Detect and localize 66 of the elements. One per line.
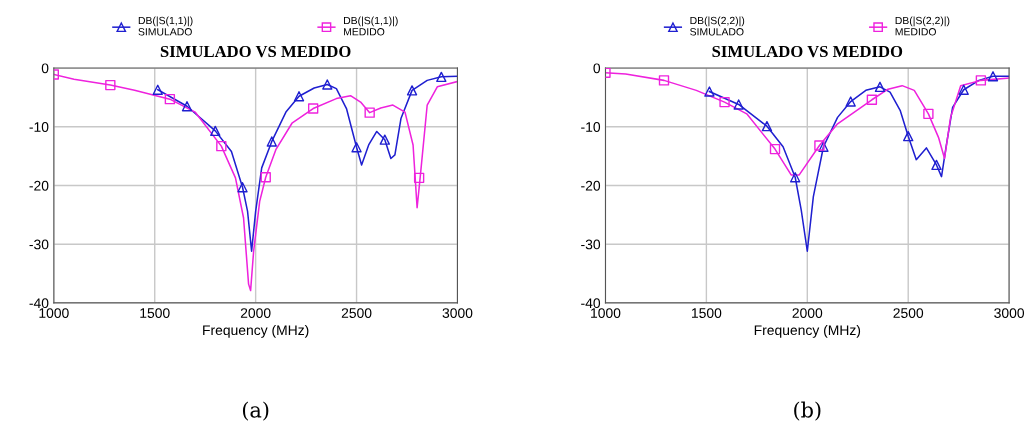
- chart-title: SIMULADO VS MEDIDO: [160, 45, 351, 58]
- point: [152, 84, 163, 95]
- point: [958, 84, 969, 95]
- point: [413, 172, 425, 184]
- point: [266, 136, 277, 147]
- point: [216, 140, 227, 152]
- point: [105, 79, 116, 91]
- point: [874, 81, 886, 93]
- y-tick-label: -20: [29, 180, 49, 191]
- y-tick-label: -30: [581, 239, 601, 250]
- x-tick-label: 2000: [792, 308, 823, 318]
- point: [436, 71, 447, 83]
- point: [181, 101, 193, 112]
- point: [379, 134, 391, 145]
- point: [733, 99, 744, 110]
- point: [866, 94, 878, 105]
- legend-label: DB(|S(1,1)|) MEDIDO: [344, 16, 398, 36]
- x-tick-label: 1500: [692, 308, 722, 318]
- point: [704, 86, 715, 97]
- x-tick-label: 2500: [341, 308, 372, 318]
- point: [789, 172, 801, 183]
- point: [719, 96, 730, 108]
- chart-title: SIMULADO VS MEDIDO: [712, 45, 903, 58]
- x-tick-label: 3000: [994, 308, 1025, 318]
- legend-label: DB(|S(2,2)|) SIMULADO: [690, 16, 745, 36]
- text: (b): [794, 401, 821, 421]
- point: [322, 79, 333, 90]
- point: [237, 182, 248, 193]
- legend-label: DB(|S(1,1)|) SIMULADO: [138, 16, 193, 36]
- y-tick-label: 0: [41, 63, 49, 74]
- point: [903, 130, 914, 142]
- legend-label: DB(|S(2,2)|) MEDIDO: [895, 16, 950, 36]
- point: [406, 85, 418, 96]
- x-axis-title: Frequency (MHz): [203, 324, 309, 338]
- point: [987, 71, 999, 82]
- x-tick-label: 1000: [39, 308, 69, 318]
- y-tick-label: -20: [581, 180, 601, 191]
- point: [351, 142, 362, 153]
- point: [364, 107, 375, 118]
- y-tick-label: -10: [581, 122, 601, 132]
- x-tick-label: 1500: [140, 308, 170, 318]
- point: [293, 91, 305, 102]
- y-tick-label: -10: [29, 122, 49, 132]
- point: [210, 125, 221, 137]
- point: [164, 93, 176, 105]
- text: (a): [242, 401, 269, 421]
- point: [769, 143, 781, 155]
- x-tick-label: 3000: [442, 308, 473, 318]
- point: [658, 75, 670, 86]
- y-tick-label: -40: [29, 298, 49, 309]
- point: [975, 75, 987, 86]
- point: [931, 159, 942, 171]
- point: [260, 172, 271, 183]
- x-axis-title: Frequency (MHz): [754, 324, 861, 338]
- y-tick-label: 0: [593, 63, 601, 74]
- point: [923, 108, 934, 120]
- x-tick-label: 1000: [591, 308, 621, 318]
- point: [307, 103, 319, 114]
- x-tick-label: 2500: [893, 308, 924, 318]
- point: [818, 141, 829, 152]
- x-tick-label: 2000: [240, 308, 271, 318]
- y-tick-label: -40: [581, 298, 601, 309]
- y-tick-label: -30: [29, 239, 49, 250]
- point: [761, 120, 773, 132]
- point: [845, 96, 856, 107]
- point: [814, 140, 825, 151]
